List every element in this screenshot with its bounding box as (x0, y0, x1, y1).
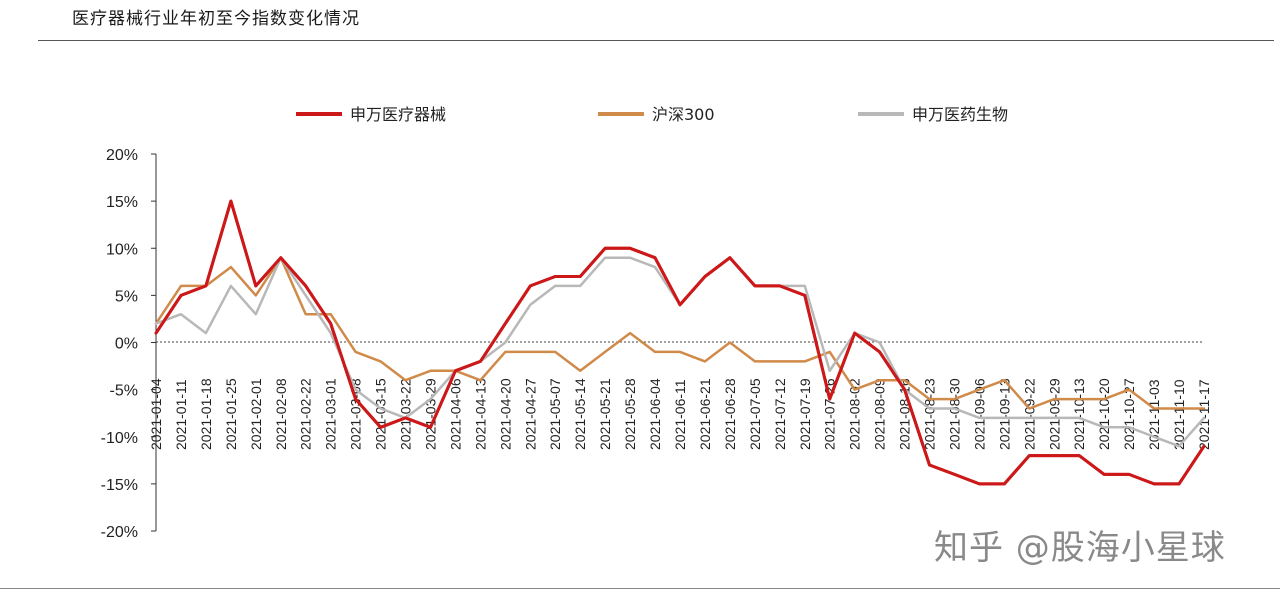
x-tick-label: 2021-05-28 (622, 378, 638, 450)
x-tick-label: 2021-10-13 (1071, 378, 1087, 450)
y-tick-label: -10% (101, 430, 138, 447)
x-tick-label: 2021-01-25 (223, 378, 239, 450)
x-tick-label: 2021-07-26 (822, 378, 838, 450)
x-tick-label: 2021-01-18 (198, 378, 214, 450)
x-tick-label: 2021-03-01 (323, 378, 339, 450)
y-tick-label: 10% (106, 241, 138, 258)
footer-divider (0, 588, 1280, 589)
x-tick-label: 2021-08-02 (847, 378, 863, 450)
x-tick-label: 2021-09-13 (996, 378, 1012, 450)
x-tick-label: 2021-08-09 (872, 378, 888, 450)
series-line-1-top (154, 199, 1206, 486)
x-tick-label: 2021-09-29 (1046, 378, 1062, 450)
series-line-2 (154, 256, 1206, 410)
header-divider (38, 40, 1274, 41)
x-tick-label: 2021-09-22 (1021, 378, 1037, 450)
watermark: 知乎 @股海小星球 (934, 528, 1226, 568)
x-tick-label: 2021-10-20 (1096, 378, 1112, 450)
x-tick-label: 2021-11-17 (1196, 379, 1212, 450)
x-tick-label: 2021-06-11 (672, 379, 688, 450)
x-tick-label: 2021-06-04 (647, 378, 663, 450)
x-tick-label: 2021-02-01 (248, 378, 264, 450)
x-tick-label: 2021-03-22 (398, 378, 414, 450)
x-tick-label: 2021-02-08 (273, 378, 289, 450)
x-tick-label: 2021-01-11 (173, 379, 189, 450)
x-tick-label: 2021-06-21 (697, 378, 713, 450)
x-tick-label: 2021-05-07 (547, 378, 563, 450)
x-tick-label: 2021-11-03 (1146, 379, 1162, 450)
y-tick-label: 0% (115, 336, 138, 353)
x-tick-label: 2021-03-08 (348, 378, 364, 450)
x-tick-label: 2021-07-12 (772, 378, 788, 450)
x-tick-label: 2021-01-04 (148, 378, 164, 450)
x-tick-label: 2021-04-20 (497, 378, 513, 450)
y-tick-label: -20% (101, 524, 138, 541)
x-tick-label: 2021-11-10 (1171, 379, 1187, 450)
y-tick-label: 20% (106, 147, 138, 164)
x-tick-label: 2021-09-06 (971, 378, 987, 450)
x-tick-label: 2021-08-30 (946, 378, 962, 450)
x-tick-label: 2021-07-19 (797, 378, 813, 450)
x-tick-label: 2021-08-23 (922, 378, 938, 450)
x-tick-label: 2021-10-27 (1121, 378, 1137, 450)
x-tick-label: 2021-07-05 (747, 378, 763, 450)
y-tick-label: -15% (101, 477, 138, 494)
y-tick-label: 5% (115, 288, 138, 305)
x-tick-label: 2021-04-13 (472, 378, 488, 450)
x-tick-label: 2021-05-21 (597, 378, 613, 450)
y-tick-label: 15% (106, 194, 138, 211)
x-tick-label: 2021-05-14 (572, 378, 588, 450)
x-tick-label: 2021-03-15 (373, 378, 389, 450)
page-title: 医疗器械行业年初至今指数变化情况 (72, 9, 360, 29)
x-tick-label: 2021-04-06 (447, 378, 463, 450)
legend-label: 申万医药生物 (912, 105, 1008, 124)
x-tick-label: 2021-06-28 (722, 378, 738, 450)
x-tick-label: 2021-02-22 (298, 378, 314, 450)
legend-label: 沪深300 (652, 105, 715, 124)
x-tick-label: 2021-04-27 (522, 378, 538, 450)
x-tick-label: 2021-08-16 (897, 378, 913, 450)
y-tick-label: -5% (110, 383, 138, 400)
legend-label: 申万医疗器械 (350, 105, 446, 124)
